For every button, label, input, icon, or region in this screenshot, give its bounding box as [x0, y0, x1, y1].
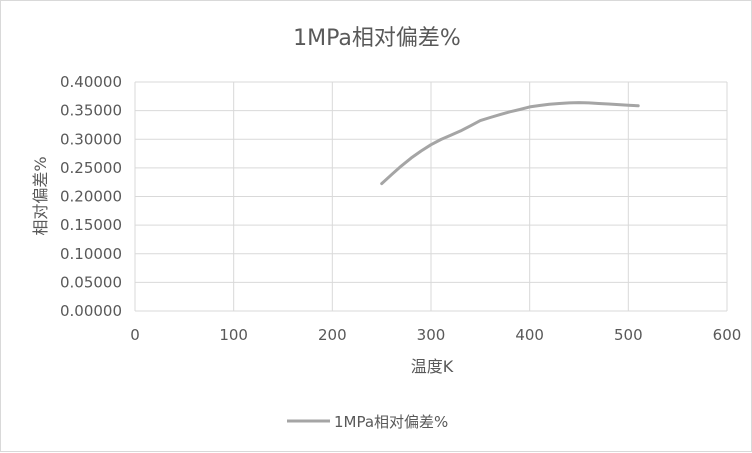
y-tick-label: 0.30000 [60, 130, 122, 148]
legend-label: 1MPa相对偏差% [334, 413, 448, 431]
y-tick-label: 0.05000 [60, 273, 122, 291]
y-axis-ticks: 0.00000 0.05000 0.10000 0.15000 0.20000 0.250… [60, 73, 122, 320]
x-tick-label: 500 [614, 326, 643, 344]
y-tick-label: 0.40000 [60, 73, 122, 91]
x-tick-label: 300 [417, 326, 446, 344]
y-tick-label: 0.25000 [60, 159, 122, 177]
series-line [380, 101, 640, 186]
x-tick-label: 400 [515, 326, 544, 344]
y-tick-label: 0.15000 [60, 216, 122, 234]
grid-lines [134, 81, 728, 312]
y-axis-title: 相对偏差% [31, 156, 50, 235]
x-tick-label: 600 [713, 326, 742, 344]
y-tick-label: 0.20000 [60, 188, 122, 206]
series-lines [380, 101, 640, 186]
x-axis-title: 温度K [411, 357, 454, 376]
x-tick-label: 100 [219, 326, 248, 344]
y-tick-label: 0.00000 [60, 302, 122, 320]
chart-title: 1MPa相对偏差% [293, 26, 461, 51]
x-tick-label: 200 [318, 326, 347, 344]
y-tick-label: 0.35000 [60, 102, 122, 120]
legend: 1MPa相对偏差% [287, 413, 448, 431]
x-tick-label: 0 [130, 326, 140, 344]
x-axis-ticks: 0 100 200 300 400 500 600 [130, 326, 741, 344]
y-tick-label: 0.10000 [60, 245, 122, 263]
